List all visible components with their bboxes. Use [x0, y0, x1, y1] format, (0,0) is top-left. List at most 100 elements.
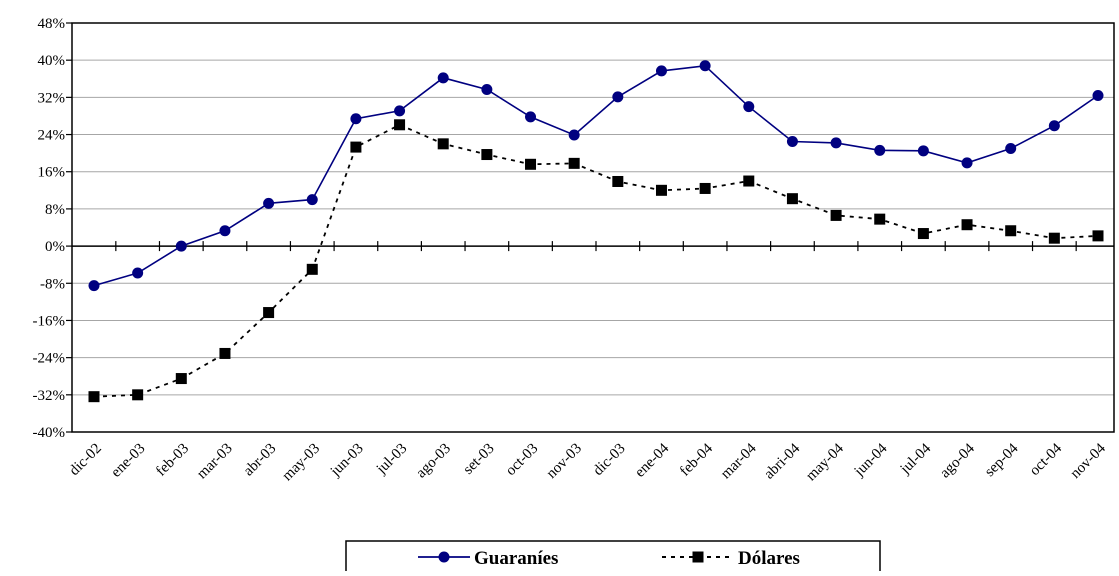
series-guaranies: [88, 60, 1104, 292]
legend-marker: [438, 551, 450, 563]
series-line: [93, 64, 1099, 287]
data-point: [525, 111, 537, 123]
data-point: [961, 157, 973, 169]
data-point: [306, 263, 318, 275]
data-point: [917, 145, 929, 157]
data-point: [612, 91, 624, 103]
y-tick-label: 48%: [38, 16, 66, 32]
y-tick-label: 8%: [45, 202, 65, 218]
x-tick-label: jun-03: [327, 441, 367, 481]
series-line: [93, 123, 1099, 398]
y-tick-label: 40%: [38, 53, 66, 69]
data-point: [481, 149, 493, 161]
data-point: [437, 138, 449, 150]
x-tick-label: dic-03: [590, 441, 628, 479]
y-tick-label: 0%: [45, 239, 65, 255]
data-point: [1048, 120, 1060, 132]
x-tick-label: abr-03: [241, 441, 280, 480]
data-point: [786, 193, 798, 205]
series-dolares: [88, 119, 1104, 403]
y-tick-label: -40%: [33, 425, 66, 441]
y-tick-label: 32%: [38, 90, 66, 106]
x-tick-label: feb-04: [677, 440, 716, 479]
y-tick-label: -32%: [33, 388, 66, 404]
data-point: [263, 307, 275, 319]
legend-label: Guaraníes: [474, 548, 558, 569]
data-point: [961, 219, 973, 231]
data-point: [655, 65, 667, 77]
plot-area-border: [71, 22, 1115, 433]
data-point: [874, 213, 886, 225]
x-tick-label: feb-03: [153, 441, 192, 480]
x-tick-label: abri-04: [761, 440, 803, 482]
y-tick-label: -8%: [40, 276, 65, 292]
x-tick-label: jul-04: [897, 440, 935, 478]
data-point: [219, 347, 231, 359]
data-point: [917, 228, 929, 240]
data-point: [699, 60, 711, 72]
y-tick-label: -24%: [33, 351, 66, 367]
legend-box: [345, 540, 881, 576]
data-point: [175, 240, 187, 252]
x-tick-label: dic-02: [66, 441, 104, 479]
y-tick-label: 16%: [38, 165, 66, 181]
data-point: [175, 373, 187, 385]
legend: Guaraníes Dólares: [345, 540, 881, 576]
data-point: [88, 391, 100, 403]
x-tick-label: may-04: [803, 440, 847, 484]
data-point: [874, 144, 886, 156]
data-point: [1092, 90, 1104, 102]
x-tick-label: ene-03: [108, 441, 148, 481]
data-point: [394, 105, 406, 117]
x-tick-label: ago-03: [413, 441, 454, 482]
data-point: [1048, 232, 1060, 244]
x-tick-label: ene-04: [632, 440, 673, 481]
y-axis-ticks: 48% 40% 32% 24% 16% 8% 0% -8% -16% -24% -32% -40%: [33, 16, 72, 441]
data-point: [1005, 225, 1017, 237]
x-tick-label: oct-03: [503, 441, 541, 479]
x-tick-label: jul-03: [373, 441, 410, 478]
x-tick-label: sep-04: [982, 440, 1022, 480]
data-point: [786, 136, 798, 148]
data-point: [1005, 142, 1017, 154]
data-point: [525, 158, 537, 170]
data-point: [568, 129, 580, 141]
y-tick-label: 24%: [38, 128, 66, 144]
data-point: [830, 137, 842, 149]
data-point: [743, 101, 755, 113]
data-point: [132, 389, 144, 401]
data-point: [1092, 230, 1104, 242]
data-point: [263, 197, 275, 209]
legend-label: Dólares: [738, 548, 800, 569]
x-axis-ticks: dic-02 ene-03 feb-03 mar-03 abr-03 may-03 jun-…: [66, 241, 1109, 484]
data-point: [306, 194, 318, 206]
x-tick-label: ago-04: [937, 440, 978, 481]
data-point: [88, 280, 100, 292]
series-layer: [88, 60, 1104, 403]
data-point: [219, 225, 231, 237]
x-tick-label: may-03: [279, 441, 323, 485]
data-point: [350, 113, 362, 125]
data-point: [394, 119, 406, 131]
data-point: [437, 72, 449, 84]
x-tick-label: mar-04: [718, 440, 760, 482]
y-tick-label: -16%: [33, 313, 66, 329]
data-point: [481, 83, 493, 95]
x-tick-label: mar-03: [194, 441, 236, 483]
data-point: [655, 184, 667, 196]
data-point: [350, 141, 362, 153]
x-tick-label: oct-04: [1027, 440, 1066, 479]
x-tick-label: jun-04: [851, 440, 891, 480]
x-tick-label: set-03: [460, 441, 497, 478]
legend-item-dolares: Dólares: [662, 548, 800, 569]
data-point: [132, 267, 144, 279]
legend-marker: [692, 551, 704, 563]
data-point: [612, 175, 624, 187]
legend-item-guaranies: Guaraníes: [418, 548, 558, 569]
data-point: [743, 175, 755, 187]
x-tick-label: nov-04: [1067, 440, 1109, 482]
data-point: [699, 182, 711, 194]
data-point: [830, 209, 842, 221]
